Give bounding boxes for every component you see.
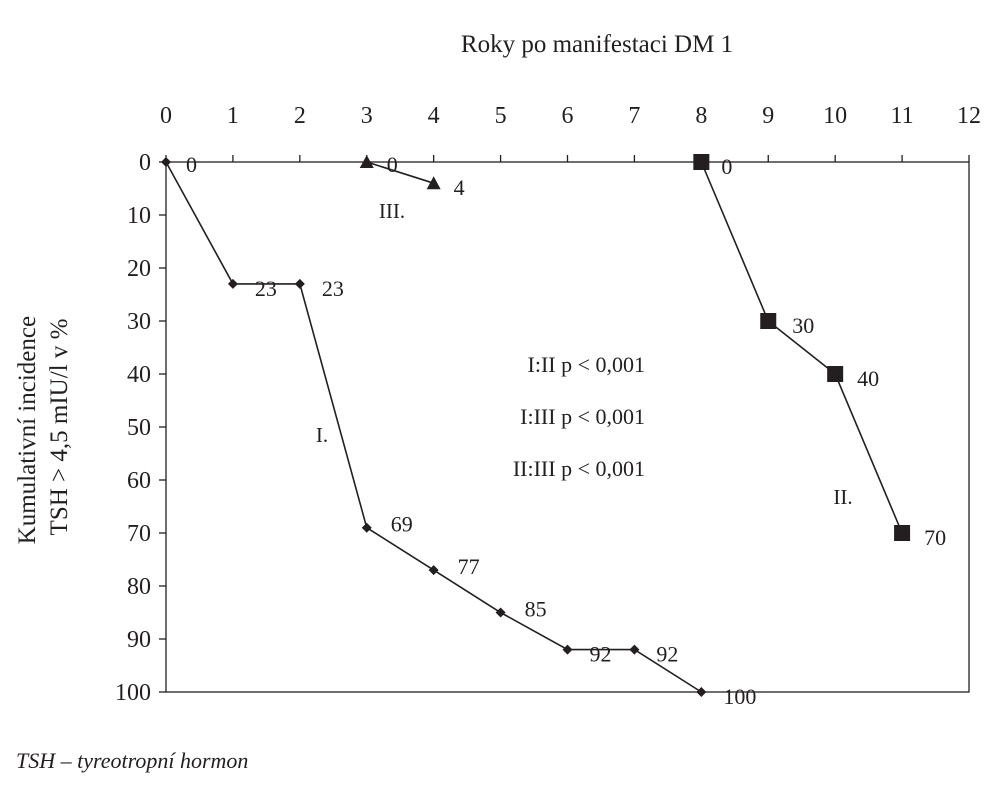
- series-iii: 0 4 III.: [359, 152, 465, 223]
- p-value-annotation: I:II p < 0,001: [528, 352, 646, 377]
- data-point-diamond: [294, 278, 305, 289]
- series-layer: 0 23 23 69 77 85 92 92 100 I. 0 30 40 70 II. 0 4 III.: [161, 152, 946, 709]
- data-point-triangle: [359, 155, 374, 168]
- data-point-diamond: [361, 522, 372, 533]
- y-tick-label: 80: [127, 574, 151, 600]
- x-ticks: 0 1 2 3 4 5 6 7 8 9 10 11 12: [160, 103, 981, 162]
- data-label: 0: [387, 152, 398, 177]
- data-label: 69: [391, 512, 413, 537]
- data-label: 30: [792, 313, 814, 338]
- y-tick-label: 50: [127, 415, 151, 441]
- x-tick-label: 4: [428, 103, 440, 129]
- data-label: 4: [454, 175, 465, 200]
- y-tick-label: 70: [127, 521, 151, 547]
- x-tick-label: 1: [227, 103, 239, 129]
- data-label: 23: [322, 276, 344, 301]
- data-label: 85: [525, 597, 547, 622]
- data-point-diamond: [562, 644, 573, 655]
- x-tick-label: 12: [957, 103, 981, 129]
- x-tick-label: 11: [891, 103, 914, 129]
- data-point-triangle: [426, 176, 441, 190]
- x-axis-title: Roky po manifestaci DM 1: [461, 31, 733, 58]
- y-ticks: 0 10 20 30 40 50 60 70 80 90 100: [115, 150, 166, 706]
- x-tick-label: 8: [695, 103, 707, 129]
- y-tick-label: 40: [127, 362, 151, 388]
- data-label: 100: [723, 684, 756, 709]
- data-point-diamond: [227, 278, 238, 289]
- data-label: 0: [721, 154, 732, 179]
- y-axis-title: Kumulativní incidence TSH > 4,5 mIU/l v …: [14, 310, 73, 545]
- p-value-annotation: II:III p < 0,001: [513, 456, 645, 481]
- y-tick-label: 60: [127, 468, 151, 494]
- y-tick-label: 10: [127, 203, 151, 229]
- y-tick-label: 90: [127, 627, 151, 653]
- series-line-iii: [366, 161, 434, 184]
- y-axis-title-line-2: TSH > 4,5 mIU/l v %: [46, 319, 73, 536]
- x-tick-label: 6: [562, 103, 574, 129]
- series-name-label: III.: [379, 199, 405, 223]
- series-name-label: II.: [833, 485, 852, 509]
- data-label: 77: [458, 554, 480, 579]
- data-point-square: [693, 154, 710, 170]
- data-label: 23: [255, 276, 277, 301]
- data-label: 40: [857, 366, 879, 391]
- series-line-ii: [700, 161, 903, 534]
- y-tick-label: 30: [127, 309, 151, 335]
- series-i: 0 23 23 69 77 85 92 92 100 I.: [161, 152, 756, 709]
- x-tick-label: 7: [628, 103, 640, 129]
- y-tick-label: 100: [115, 680, 151, 706]
- y-tick-label: 0: [139, 150, 151, 176]
- data-label: 92: [656, 642, 678, 667]
- x-tick-label: 9: [762, 103, 774, 129]
- x-tick-label: 2: [294, 103, 306, 129]
- x-tick-label: 0: [160, 103, 172, 129]
- series-ii: 0 30 40 70 II.: [693, 154, 946, 550]
- data-point-diamond: [629, 644, 640, 655]
- x-tick-label: 3: [361, 103, 373, 129]
- footnote: TSH – tyreotropní hormon: [16, 748, 249, 773]
- p-value-annotation: I:III p < 0,001: [520, 404, 645, 429]
- y-tick-label: 20: [127, 256, 151, 282]
- data-point-diamond: [495, 607, 506, 618]
- y-axis-title-line-1: Kumulativní incidence: [14, 316, 41, 544]
- series-name-label: I.: [316, 423, 328, 447]
- data-point-square: [760, 313, 777, 329]
- data-label: 0: [186, 152, 197, 177]
- x-tick-label: 5: [495, 103, 507, 129]
- data-point-diamond: [161, 157, 171, 167]
- annotation-layer: I:II p < 0,001 I:III p < 0,001 II:III p < …: [513, 352, 645, 481]
- data-point-square: [827, 366, 844, 382]
- data-label: 92: [590, 642, 612, 667]
- data-point-diamond: [696, 687, 707, 697]
- data-point-square: [894, 525, 911, 541]
- data-label: 70: [924, 525, 946, 550]
- data-point-diamond: [428, 565, 439, 576]
- x-tick-label: 10: [823, 103, 847, 129]
